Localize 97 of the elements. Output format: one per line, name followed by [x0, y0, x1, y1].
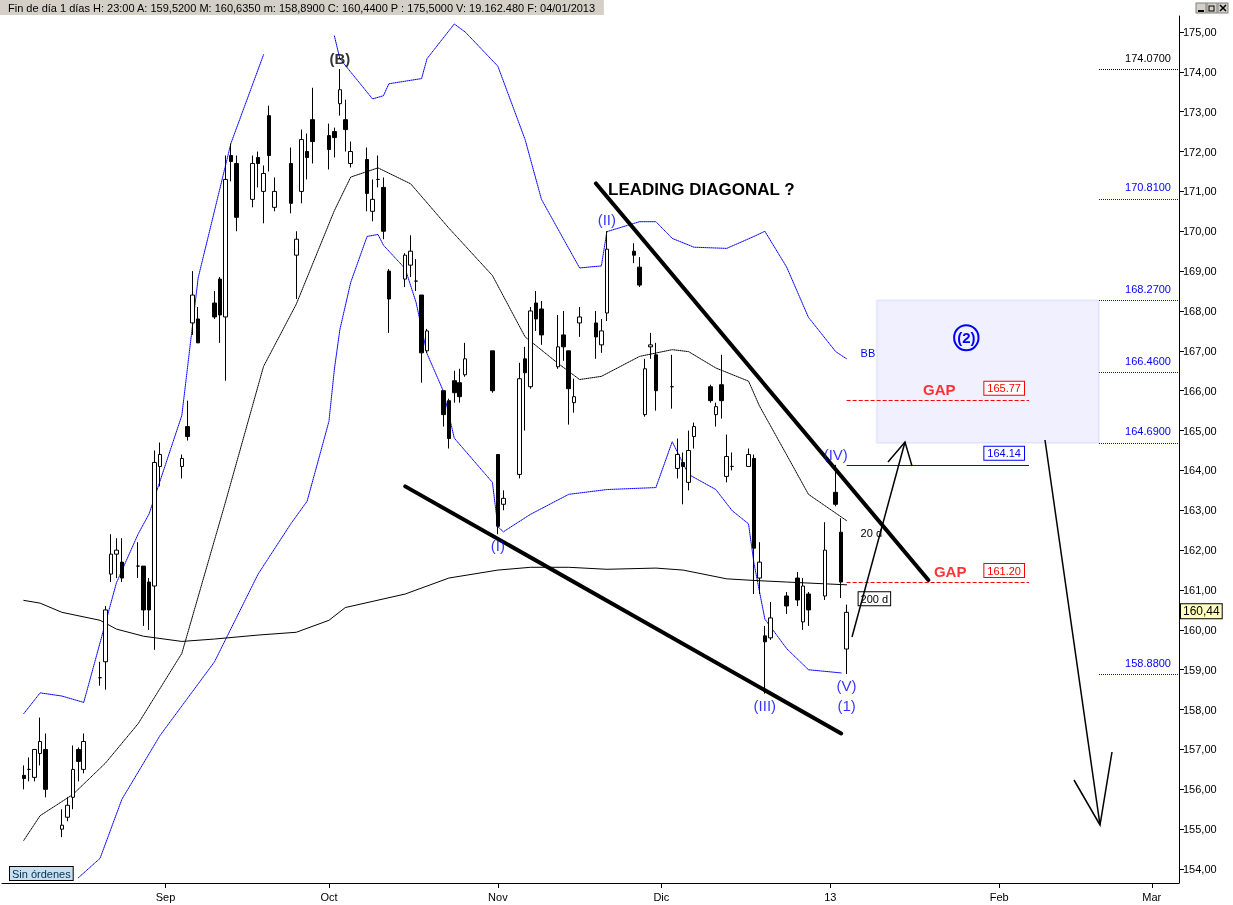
candlestick: [643, 358, 647, 418]
candlestick: [670, 354, 674, 410]
candlestick: [517, 362, 522, 479]
annotation: (V): [836, 677, 857, 695]
candlestick: [120, 537, 124, 583]
annotation: GAP: [922, 380, 956, 398]
candlestick: [234, 155, 239, 232]
y-tick-label: 167,00: [1183, 344, 1217, 357]
y-tick-label: 154,00: [1183, 863, 1217, 876]
candlestick: [490, 350, 495, 394]
candlestick: [414, 258, 418, 292]
candlestick: [648, 332, 653, 360]
annotation: (II): [597, 211, 617, 229]
ref-line-label: 165.77: [987, 382, 1021, 395]
y-tick-label: 168,00: [1183, 304, 1217, 317]
ref-line-label: 166.4600: [1125, 354, 1171, 367]
annotation: 160,44: [1183, 604, 1221, 619]
candlestick: [229, 143, 233, 182]
ref-line-label: 161.20: [987, 564, 1021, 577]
candlestick: [294, 230, 299, 300]
series-label: BB: [860, 346, 876, 359]
y-tick-label: 172,00: [1183, 145, 1217, 158]
y-tick-label: 170,00: [1183, 225, 1217, 238]
candlestick: [708, 384, 713, 404]
ref-line-label: 168.2700: [1125, 282, 1171, 295]
y-tick-label: 173,00: [1183, 105, 1217, 118]
candlestick: [844, 604, 849, 675]
x-tick-label: Dic: [653, 890, 670, 903]
y-tick-label: 175,00: [1183, 25, 1217, 38]
candlestick: [343, 99, 348, 153]
x-tick-label: Oct: [320, 890, 338, 903]
candlestick: [692, 422, 696, 449]
candlestick: [267, 105, 271, 172]
candlestick: [22, 764, 26, 790]
candlestick: [463, 342, 467, 378]
x-tick-label: Sep: [155, 890, 176, 903]
y-tick-label: 165,00: [1183, 424, 1217, 437]
candlestick: [637, 256, 642, 288]
y-tick-label: 161,00: [1183, 584, 1217, 597]
candlestick: [310, 87, 315, 164]
y-tick-label: 164,00: [1183, 464, 1217, 477]
y-tick-label: 157,00: [1183, 743, 1217, 756]
candlestick: [654, 342, 658, 412]
annotation: (III): [753, 696, 777, 714]
candlestick: [338, 68, 342, 117]
text: LEADING DIAGONAL ?: [608, 180, 795, 199]
y-tick-label: 160,00: [1183, 623, 1217, 636]
candlestick: [65, 796, 70, 822]
candlestick: [180, 453, 184, 479]
x-tick-label: 13: [824, 890, 837, 903]
annotation: GAP: [933, 563, 967, 581]
ref-line-label: 164.14: [987, 447, 1021, 460]
candlestick: [60, 808, 64, 838]
candlestick: [185, 400, 190, 442]
candlestick: [833, 464, 838, 507]
candlestick: [387, 268, 391, 334]
annotation: (1): [837, 697, 856, 715]
ref-line-label: 170.8100: [1125, 181, 1171, 194]
y-tick-label: 174,00: [1183, 65, 1217, 78]
y-tick-label: 155,00: [1183, 823, 1217, 836]
y-tick-label: 163,00: [1183, 504, 1217, 517]
y-tick-label: 158,00: [1183, 703, 1217, 716]
y-tick-label: 171,00: [1183, 185, 1217, 198]
annotation: (IV): [823, 445, 848, 463]
y-tick-label: 162,00: [1183, 544, 1217, 557]
x-tick-label: Nov: [488, 890, 509, 903]
candlestick: [714, 402, 718, 428]
y-tick-label: 156,00: [1183, 783, 1217, 796]
candlestick: [71, 744, 75, 810]
ref-line-label: 174.0700: [1125, 51, 1171, 64]
annotation: (I): [490, 537, 505, 555]
candlestick: [784, 591, 789, 615]
x-tick-label: Mar: [1142, 890, 1162, 903]
band-label: (2): [957, 329, 976, 347]
ref-line-label: 158.8800: [1125, 657, 1171, 670]
candlestick: [566, 350, 571, 426]
candlestick: [632, 242, 636, 264]
candlestick: [577, 306, 582, 338]
candlestick: [730, 451, 734, 471]
candlestick: [605, 230, 609, 322]
candlestick: [348, 141, 353, 168]
candlestick: [381, 176, 386, 240]
x-tick-label: Feb: [989, 890, 1009, 903]
y-tick-label: 169,00: [1183, 265, 1217, 278]
y-tick-label: 159,00: [1183, 663, 1217, 676]
candlestick: [289, 147, 293, 214]
annotation: Sin órdenes: [12, 867, 72, 880]
candlestick: [370, 178, 375, 222]
candlestick: [572, 378, 576, 414]
candlestick: [272, 176, 277, 212]
chart-subtitle: Fin de día 1 días H: 23:00 A: 159,5200 M: 160,6350 m: 158,8900 C: 160,4400 P : 175,5000 V: 19.162.480 F: 04/01/2013: [8, 1, 596, 14]
ref-line-label: 164.6900: [1125, 425, 1171, 438]
candlestick: [724, 434, 729, 483]
candlestick: [98, 661, 102, 687]
y-tick-label: 166,00: [1183, 384, 1217, 397]
candlestick: [719, 354, 724, 420]
candlestick: [261, 164, 266, 224]
